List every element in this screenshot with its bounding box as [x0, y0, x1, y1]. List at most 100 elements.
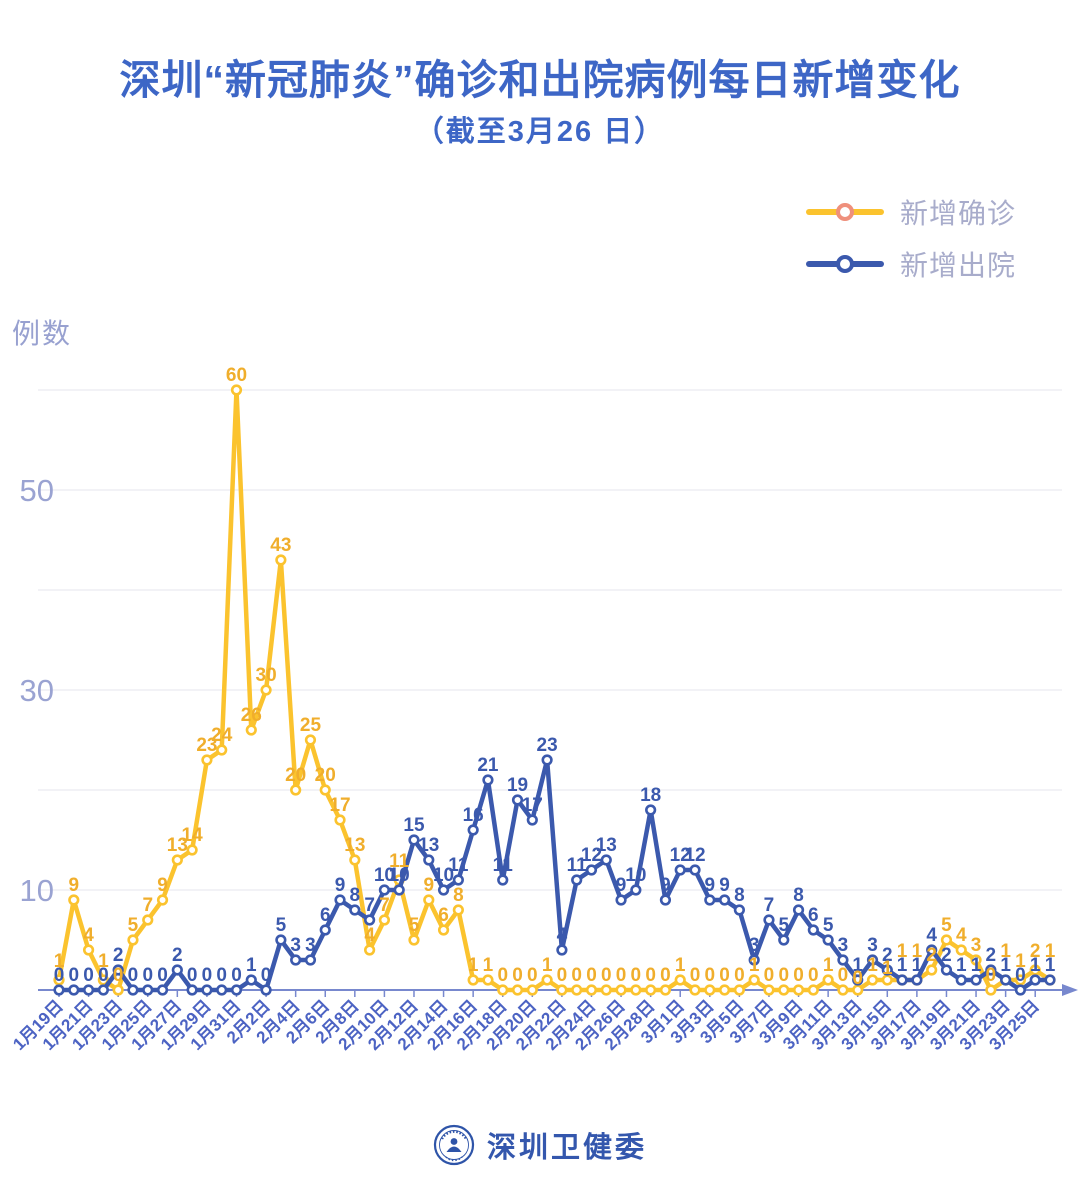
legend-item-discharged: 新增出院	[805, 244, 1016, 284]
data-label: 10	[374, 865, 395, 886]
data-point	[304, 954, 317, 966]
data-point	[778, 984, 790, 996]
data-label: 24	[211, 725, 233, 746]
data-label: 12	[684, 845, 705, 866]
data-point	[778, 934, 790, 946]
data-point	[290, 954, 302, 966]
data-point	[852, 974, 864, 986]
data-point	[467, 974, 479, 986]
data-point	[866, 954, 879, 966]
data-label: 17	[522, 795, 543, 816]
legend-label-confirmed: 新增确诊	[899, 198, 1016, 229]
data-point	[674, 864, 686, 876]
data-label: 2	[941, 945, 952, 966]
data-point	[704, 894, 716, 906]
data-label: 0	[616, 965, 627, 986]
y-axis-tick-labels: 10 30 50	[20, 473, 54, 908]
data-point	[571, 984, 583, 996]
data-point	[408, 834, 420, 846]
data-point	[822, 934, 834, 946]
data-point	[142, 984, 154, 996]
data-label: 43	[270, 535, 291, 556]
data-point	[718, 894, 731, 906]
data-point	[82, 984, 95, 996]
data-point	[127, 984, 139, 996]
data-point	[733, 904, 745, 916]
data-point	[970, 954, 982, 966]
data-point	[763, 984, 775, 996]
data-point	[600, 984, 612, 996]
series-line-confirmed	[53, 384, 1056, 996]
data-point	[659, 894, 672, 906]
data-point	[127, 934, 139, 946]
data-point	[526, 814, 538, 826]
data-label: 5	[276, 915, 287, 936]
data-point	[364, 944, 376, 956]
data-label: 19	[507, 775, 528, 796]
data-label: 5	[823, 915, 834, 936]
data-label: 9	[69, 875, 80, 896]
data-point	[896, 974, 908, 986]
data-point	[556, 944, 568, 956]
data-point	[718, 984, 731, 996]
data-label: 4	[926, 925, 937, 946]
data-label: 11	[448, 855, 469, 876]
data-label: 3	[305, 935, 316, 956]
data-point	[837, 984, 849, 996]
data-point	[911, 974, 923, 986]
data-label: 8	[453, 885, 464, 906]
page-subtitle: （截至3月26 日）	[414, 116, 666, 148]
data-label: 0	[690, 965, 701, 986]
data-label: 4	[83, 925, 94, 946]
chart-legend: 新增确诊 新增出院	[805, 192, 1016, 284]
data-label: 7	[364, 895, 375, 916]
data-point	[245, 724, 257, 736]
data-point	[674, 974, 686, 986]
data-point	[881, 974, 893, 986]
data-point	[334, 814, 346, 826]
data-label: 9	[719, 875, 730, 896]
data-label: 0	[793, 965, 804, 986]
data-point	[1044, 974, 1056, 986]
y-axis-title: 例数	[12, 318, 73, 349]
data-label: 12	[581, 845, 602, 866]
data-point	[275, 934, 287, 946]
data-label: 20	[285, 765, 306, 786]
data-label: 0	[83, 965, 94, 986]
data-point	[319, 924, 331, 936]
data-label: 0	[231, 965, 242, 986]
data-label: 1	[1015, 951, 1026, 972]
data-point	[1014, 984, 1027, 996]
data-label: 12	[670, 845, 691, 866]
data-point	[792, 984, 805, 996]
data-point	[216, 744, 228, 756]
data-point	[423, 854, 435, 866]
data-label: 5	[941, 915, 952, 936]
data-label: 26	[241, 705, 262, 726]
data-label: 1	[897, 955, 908, 976]
data-label: 0	[719, 965, 730, 986]
data-label: 5	[778, 915, 789, 936]
data-point	[615, 894, 627, 906]
data-label: 30	[256, 665, 277, 686]
data-label: 23	[196, 735, 217, 756]
data-point	[689, 864, 701, 876]
data-label: 0	[734, 965, 745, 986]
data-label: 0	[1015, 965, 1026, 986]
legend-item-confirmed: 新增确诊	[805, 192, 1016, 232]
data-label: 5	[409, 915, 420, 936]
data-point	[53, 984, 65, 996]
data-point	[216, 984, 228, 996]
data-label: 1	[897, 941, 908, 962]
data-point	[260, 984, 272, 996]
legend-marker-confirmed-icon	[805, 203, 884, 221]
data-point	[822, 974, 834, 986]
data-label: 18	[640, 785, 661, 806]
data-label: 0	[571, 965, 582, 986]
data-point	[955, 944, 967, 956]
data-label: 11	[493, 855, 514, 876]
data-point	[186, 984, 198, 996]
data-point	[497, 984, 509, 996]
footer-brand: 深圳卫健委	[486, 1132, 647, 1164]
data-point	[571, 874, 583, 886]
